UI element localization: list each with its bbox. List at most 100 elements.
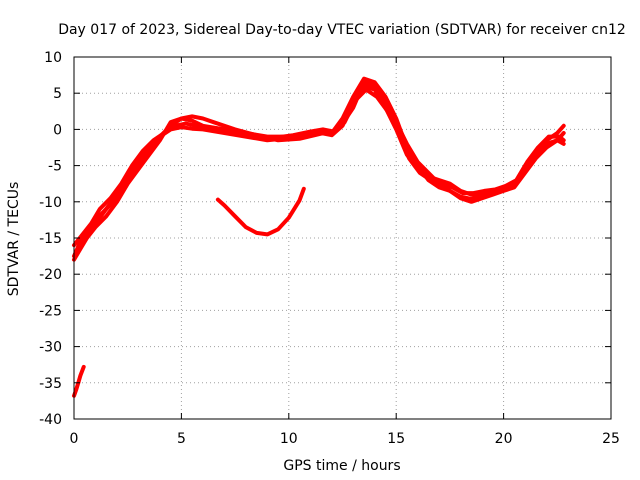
y-tick-label: -40 [39, 412, 62, 428]
data-point [297, 198, 302, 202]
data-point [233, 214, 237, 218]
data-point [255, 231, 259, 235]
x-tick-label: 10 [280, 431, 298, 447]
data-point [319, 132, 323, 136]
data-point [461, 191, 465, 195]
series-layer [72, 76, 566, 398]
data-point [276, 138, 280, 142]
y-tick-label: -35 [39, 376, 62, 392]
data-point [302, 187, 306, 191]
data-point [104, 214, 108, 218]
grid [74, 57, 611, 419]
data-point [448, 189, 452, 193]
data-point [416, 160, 420, 164]
x-axis-label: GPS time / hours [283, 458, 400, 474]
data-point [536, 145, 540, 150]
y-tick-label: -30 [39, 340, 62, 356]
data-point [321, 127, 325, 131]
data-point [297, 137, 302, 141]
y-tick-label: -20 [39, 267, 62, 283]
data-point [291, 133, 295, 137]
data-point [126, 178, 130, 182]
data-point [81, 368, 85, 372]
data-point [330, 130, 334, 134]
y-tick-label: 5 [53, 86, 62, 102]
data-point [184, 122, 188, 126]
y-tick-label: -15 [39, 231, 62, 247]
data-point [562, 124, 566, 128]
data-point [562, 131, 566, 135]
series-track-d [74, 80, 566, 255]
data-point [179, 116, 183, 121]
data-point [82, 365, 86, 369]
data-point [227, 129, 231, 133]
y-tick-label: -10 [39, 195, 62, 211]
data-point [373, 84, 377, 88]
data-point [557, 135, 562, 139]
x-tick-label: 0 [70, 431, 79, 447]
data-point [89, 221, 93, 226]
data-point [534, 153, 538, 157]
data-point [115, 196, 119, 200]
data-point [93, 221, 98, 226]
data-point [83, 236, 87, 240]
data-point [81, 232, 85, 236]
data-point [222, 203, 226, 207]
data-point [373, 80, 377, 84]
data-point [136, 164, 140, 168]
data-point [287, 216, 291, 220]
data-point [437, 182, 441, 186]
series-track-e [215, 186, 306, 237]
data-point [562, 142, 566, 146]
data-point [104, 207, 108, 211]
y-tick-label: -25 [39, 303, 62, 319]
data-point [405, 142, 409, 146]
data-point [394, 120, 398, 124]
data-point [545, 142, 549, 146]
data-point [190, 114, 194, 118]
data-point [119, 182, 123, 186]
data-point [407, 156, 411, 160]
data-point [265, 232, 269, 236]
data-point [276, 227, 280, 231]
data-point [480, 194, 484, 198]
data-point [418, 171, 422, 175]
data-point [190, 127, 194, 131]
data-point [491, 191, 495, 195]
data-point [169, 124, 173, 128]
data-point [555, 131, 559, 135]
data-point [351, 95, 355, 99]
y-tick-label: 0 [53, 122, 62, 138]
data-point [147, 149, 151, 153]
data-point [469, 197, 473, 201]
data-point [482, 189, 486, 193]
data-point [130, 164, 134, 168]
data-point [205, 126, 209, 130]
data-point [212, 120, 216, 124]
x-tick-label: 5 [177, 431, 186, 447]
data-point [158, 135, 162, 139]
data-point [190, 119, 194, 123]
data-point [108, 196, 113, 200]
data-point [426, 171, 430, 175]
x-tick-label: 25 [602, 431, 620, 447]
data-point [375, 95, 379, 99]
data-point [555, 138, 559, 142]
data-point [74, 250, 78, 255]
data-point [74, 388, 78, 392]
tick-layer: 0 5 10 15 20 25 10 5 0 -5 -10 -15 -20 -25 -30 -35 -40 [39, 50, 620, 447]
data-point [362, 77, 366, 81]
data-point [201, 116, 205, 121]
data-point [512, 185, 516, 189]
data-point [98, 207, 102, 211]
data-point [216, 198, 220, 202]
y-tick-label: -5 [48, 159, 62, 175]
data-point [194, 124, 198, 128]
data-point [429, 178, 433, 182]
data-point [523, 167, 527, 171]
data-point [512, 182, 516, 186]
y-axis-label: SDTVAR / TECUs [6, 182, 22, 297]
data-point [141, 149, 145, 153]
